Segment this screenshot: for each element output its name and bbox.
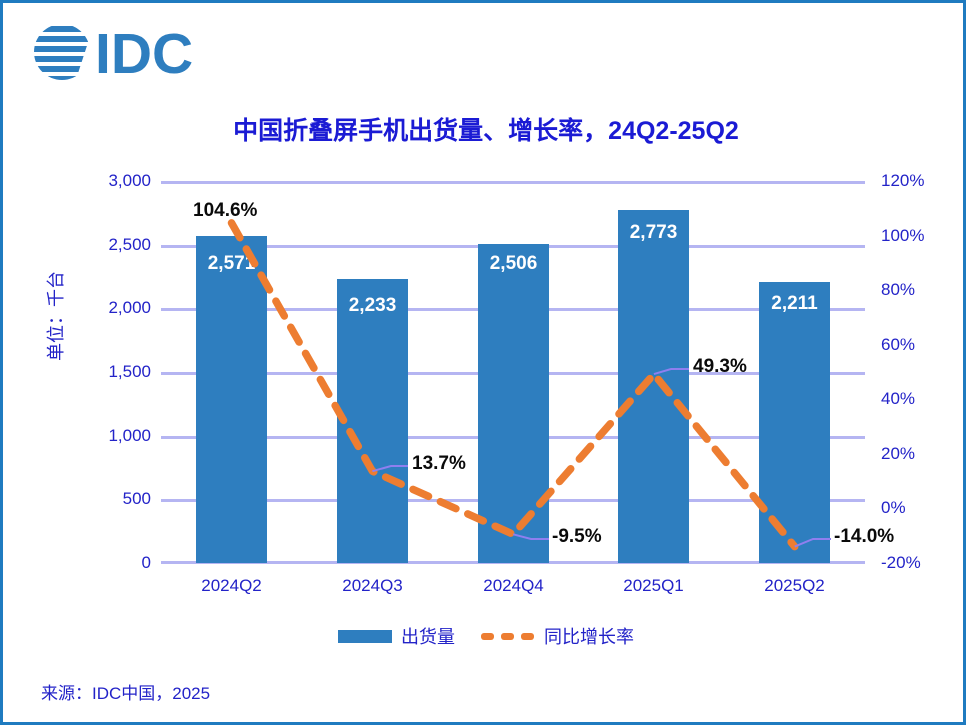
bar-value-2024Q4: 2,506: [489, 253, 538, 274]
chart-legend: 出货量 同比增长率: [3, 623, 963, 649]
gridline: [161, 181, 865, 184]
y2-axis-tick-20: 20%: [881, 443, 916, 463]
y-axis-tick-1500: 1,500: [108, 362, 151, 381]
growth-value-2024Q2: 104.6%: [193, 200, 258, 221]
growth-value-2025Q2: -14.0%: [834, 526, 895, 547]
y-axis-tick-500: 500: [122, 489, 151, 509]
source-note: 来源：IDC中国，2025: [41, 684, 211, 703]
idc-logo-text: IDC: [95, 22, 193, 83]
bar-2025Q2[interactable]: [759, 281, 830, 563]
y2-axis-tick-100: 100%: [881, 225, 925, 245]
legend-label-shipments: 出货量: [401, 627, 455, 647]
y-axis-title: 单位：千台: [46, 271, 66, 361]
y-axis-tick-1000: 1,000: [108, 425, 151, 445]
growth-value-2025Q1: 49.3%: [693, 356, 747, 377]
y-axis-tick-2500: 2,500: [108, 234, 151, 254]
idc-logo-svg: IDC: [34, 22, 193, 86]
legend-label-growth: 同比增长率: [544, 627, 634, 647]
growth-value-2024Q3: 13.7%: [412, 453, 466, 474]
y-axis-tick-2000: 2,000: [108, 298, 151, 318]
legend-entry-growth[interactable]: 同比增长率: [481, 623, 634, 649]
bar-value-2024Q3: 2,233: [348, 295, 397, 316]
y2-axis-tick-40: 40%: [881, 389, 916, 409]
bar-2024Q3[interactable]: [337, 278, 408, 563]
y2-axis-tick-60: 60%: [881, 334, 916, 354]
x-axis-tick-2024Q4: 2024Q4: [483, 576, 544, 595]
bar-2024Q4[interactable]: [478, 243, 549, 563]
bar-value-2025Q2: 2,211: [771, 293, 818, 314]
x-axis-tick-2024Q2: 2024Q2: [201, 576, 262, 595]
y-axis-tick-0: 0: [141, 553, 151, 572]
y2-axis-tick-80: 80%: [881, 280, 916, 300]
legend-swatch-bar-icon: [338, 629, 392, 643]
bar-2025Q1[interactable]: [618, 209, 689, 563]
x-axis-tick-2024Q3: 2024Q3: [342, 576, 403, 595]
y2-axis-tick-0: 0%: [881, 498, 906, 518]
legend-swatch-dashed-line-icon: [481, 632, 535, 640]
bar-value-2024Q2: 2,571: [207, 253, 256, 274]
bar-2024Q2[interactable]: [196, 235, 267, 563]
idc-logo: IDC: [33, 21, 213, 86]
legend-entry-shipments[interactable]: 出货量: [338, 623, 455, 649]
globe-icon: [34, 26, 90, 80]
x-axis-tick-2025Q1: 2025Q1: [623, 576, 684, 595]
y2-axis-tick-neg20: -20%: [881, 553, 921, 572]
growth-value-2024Q4: -9.5%: [552, 526, 602, 547]
y-axis-tick-3000: 3,000: [108, 171, 151, 190]
bar-value-2025Q1: 2,773: [629, 222, 678, 243]
y2-axis-tick-120: 120%: [881, 171, 925, 190]
x-axis-tick-2025Q2: 2025Q2: [764, 576, 825, 595]
chart-title: 中国折叠屏手机出货量、增长率，24Q2-25Q2: [233, 117, 739, 145]
